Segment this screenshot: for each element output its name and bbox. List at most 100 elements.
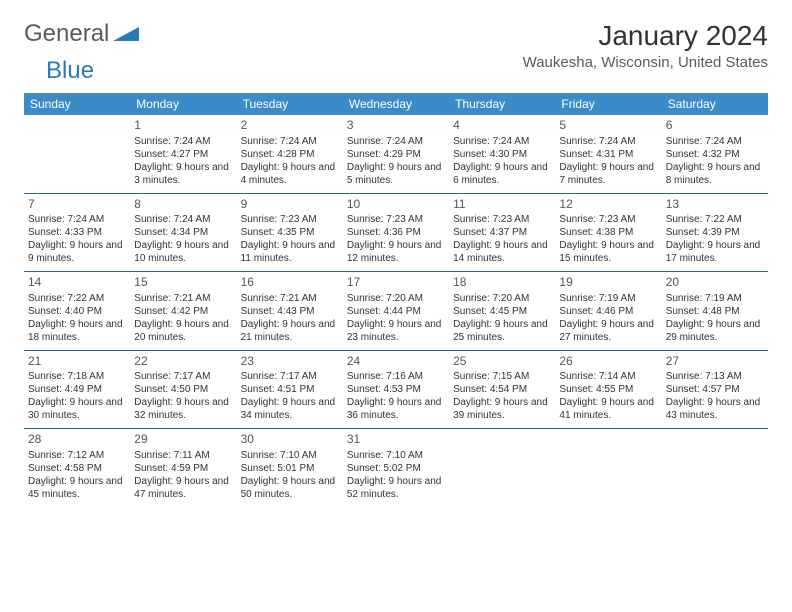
day-number: 5 xyxy=(559,118,657,134)
logo-triangle-icon xyxy=(113,20,139,48)
calendar-day-cell: 24Sunrise: 7:16 AMSunset: 4:53 PMDayligh… xyxy=(343,350,449,429)
calendar-day-cell xyxy=(662,429,768,507)
weekday-header: Saturday xyxy=(662,93,768,115)
calendar-day-cell: 12Sunrise: 7:23 AMSunset: 4:38 PMDayligh… xyxy=(555,193,661,272)
sunset-text: Sunset: 4:31 PM xyxy=(559,148,657,161)
sunrise-text: Sunrise: 7:24 AM xyxy=(241,135,339,148)
daylight-text: Daylight: 9 hours and 15 minutes. xyxy=(559,239,657,265)
daylight-text: Daylight: 9 hours and 17 minutes. xyxy=(666,239,764,265)
day-number: 23 xyxy=(241,354,339,370)
calendar-day-cell: 28Sunrise: 7:12 AMSunset: 4:58 PMDayligh… xyxy=(24,429,130,507)
sunset-text: Sunset: 4:51 PM xyxy=(241,383,339,396)
daylight-text: Daylight: 9 hours and 29 minutes. xyxy=(666,318,764,344)
calendar-day-cell: 31Sunrise: 7:10 AMSunset: 5:02 PMDayligh… xyxy=(343,429,449,507)
month-title: January 2024 xyxy=(523,20,768,52)
sunset-text: Sunset: 4:29 PM xyxy=(347,148,445,161)
brand-part2: Blue xyxy=(46,57,94,84)
calendar-day-cell xyxy=(555,429,661,507)
weekday-header: Monday xyxy=(130,93,236,115)
daylight-text: Daylight: 9 hours and 50 minutes. xyxy=(241,475,339,501)
daylight-text: Daylight: 9 hours and 21 minutes. xyxy=(241,318,339,344)
sunset-text: Sunset: 4:45 PM xyxy=(453,305,551,318)
daylight-text: Daylight: 9 hours and 6 minutes. xyxy=(453,161,551,187)
sunrise-text: Sunrise: 7:13 AM xyxy=(666,370,764,383)
daylight-text: Daylight: 9 hours and 47 minutes. xyxy=(134,475,232,501)
calendar-table: SundayMondayTuesdayWednesdayThursdayFrid… xyxy=(24,93,768,507)
day-number: 15 xyxy=(134,275,232,291)
daylight-text: Daylight: 9 hours and 14 minutes. xyxy=(453,239,551,265)
daylight-text: Daylight: 9 hours and 23 minutes. xyxy=(347,318,445,344)
calendar-day-cell: 21Sunrise: 7:18 AMSunset: 4:49 PMDayligh… xyxy=(24,350,130,429)
day-number: 17 xyxy=(347,275,445,291)
calendar-day-cell xyxy=(24,115,130,193)
calendar-day-cell: 10Sunrise: 7:23 AMSunset: 4:36 PMDayligh… xyxy=(343,193,449,272)
calendar-day-cell: 22Sunrise: 7:17 AMSunset: 4:50 PMDayligh… xyxy=(130,350,236,429)
day-number: 25 xyxy=(453,354,551,370)
calendar-day-cell: 30Sunrise: 7:10 AMSunset: 5:01 PMDayligh… xyxy=(237,429,343,507)
day-number: 11 xyxy=(453,197,551,213)
day-number: 14 xyxy=(28,275,126,291)
sunrise-text: Sunrise: 7:22 AM xyxy=(28,292,126,305)
calendar-day-cell: 27Sunrise: 7:13 AMSunset: 4:57 PMDayligh… xyxy=(662,350,768,429)
sunset-text: Sunset: 4:49 PM xyxy=(28,383,126,396)
sunrise-text: Sunrise: 7:24 AM xyxy=(666,135,764,148)
day-number: 18 xyxy=(453,275,551,291)
calendar-day-cell: 3Sunrise: 7:24 AMSunset: 4:29 PMDaylight… xyxy=(343,115,449,193)
daylight-text: Daylight: 9 hours and 52 minutes. xyxy=(347,475,445,501)
day-number: 10 xyxy=(347,197,445,213)
sunset-text: Sunset: 5:01 PM xyxy=(241,462,339,475)
sunset-text: Sunset: 4:53 PM xyxy=(347,383,445,396)
calendar-day-cell: 16Sunrise: 7:21 AMSunset: 4:43 PMDayligh… xyxy=(237,272,343,351)
day-number: 24 xyxy=(347,354,445,370)
day-number: 26 xyxy=(559,354,657,370)
daylight-text: Daylight: 9 hours and 34 minutes. xyxy=(241,396,339,422)
calendar-day-cell: 7Sunrise: 7:24 AMSunset: 4:33 PMDaylight… xyxy=(24,193,130,272)
calendar-week-row: 21Sunrise: 7:18 AMSunset: 4:49 PMDayligh… xyxy=(24,350,768,429)
weekday-header: Friday xyxy=(555,93,661,115)
sunset-text: Sunset: 4:37 PM xyxy=(453,226,551,239)
sunrise-text: Sunrise: 7:11 AM xyxy=(134,449,232,462)
weekday-header: Tuesday xyxy=(237,93,343,115)
day-number: 3 xyxy=(347,118,445,134)
daylight-text: Daylight: 9 hours and 7 minutes. xyxy=(559,161,657,187)
sunrise-text: Sunrise: 7:17 AM xyxy=(241,370,339,383)
weekday-header: Sunday xyxy=(24,93,130,115)
sunset-text: Sunset: 4:28 PM xyxy=(241,148,339,161)
sunrise-text: Sunrise: 7:24 AM xyxy=(134,135,232,148)
sunset-text: Sunset: 4:36 PM xyxy=(347,226,445,239)
sunrise-text: Sunrise: 7:14 AM xyxy=(559,370,657,383)
day-number: 9 xyxy=(241,197,339,213)
sunrise-text: Sunrise: 7:20 AM xyxy=(453,292,551,305)
weekday-header: Wednesday xyxy=(343,93,449,115)
calendar-week-row: 28Sunrise: 7:12 AMSunset: 4:58 PMDayligh… xyxy=(24,429,768,507)
calendar-day-cell: 9Sunrise: 7:23 AMSunset: 4:35 PMDaylight… xyxy=(237,193,343,272)
sunset-text: Sunset: 4:59 PM xyxy=(134,462,232,475)
calendar-day-cell: 2Sunrise: 7:24 AMSunset: 4:28 PMDaylight… xyxy=(237,115,343,193)
day-number: 31 xyxy=(347,432,445,448)
calendar-body: 1Sunrise: 7:24 AMSunset: 4:27 PMDaylight… xyxy=(24,115,768,507)
daylight-text: Daylight: 9 hours and 45 minutes. xyxy=(28,475,126,501)
sunset-text: Sunset: 4:48 PM xyxy=(666,305,764,318)
day-number: 2 xyxy=(241,118,339,134)
daylight-text: Daylight: 9 hours and 12 minutes. xyxy=(347,239,445,265)
calendar-day-cell: 29Sunrise: 7:11 AMSunset: 4:59 PMDayligh… xyxy=(130,429,236,507)
calendar-day-cell: 19Sunrise: 7:19 AMSunset: 4:46 PMDayligh… xyxy=(555,272,661,351)
daylight-text: Daylight: 9 hours and 25 minutes. xyxy=(453,318,551,344)
day-number: 4 xyxy=(453,118,551,134)
brand-logo: General xyxy=(24,20,139,48)
sunrise-text: Sunrise: 7:10 AM xyxy=(347,449,445,462)
sunset-text: Sunset: 4:42 PM xyxy=(134,305,232,318)
calendar-day-cell: 1Sunrise: 7:24 AMSunset: 4:27 PMDaylight… xyxy=(130,115,236,193)
day-number: 29 xyxy=(134,432,232,448)
day-number: 7 xyxy=(28,197,126,213)
sunrise-text: Sunrise: 7:19 AM xyxy=(666,292,764,305)
daylight-text: Daylight: 9 hours and 41 minutes. xyxy=(559,396,657,422)
calendar-day-cell: 23Sunrise: 7:17 AMSunset: 4:51 PMDayligh… xyxy=(237,350,343,429)
sunset-text: Sunset: 4:46 PM xyxy=(559,305,657,318)
daylight-text: Daylight: 9 hours and 30 minutes. xyxy=(28,396,126,422)
sunrise-text: Sunrise: 7:23 AM xyxy=(347,213,445,226)
sunrise-text: Sunrise: 7:24 AM xyxy=(134,213,232,226)
calendar-week-row: 14Sunrise: 7:22 AMSunset: 4:40 PMDayligh… xyxy=(24,272,768,351)
sunset-text: Sunset: 4:58 PM xyxy=(28,462,126,475)
brand-part2-wrap: Blue xyxy=(24,57,768,85)
